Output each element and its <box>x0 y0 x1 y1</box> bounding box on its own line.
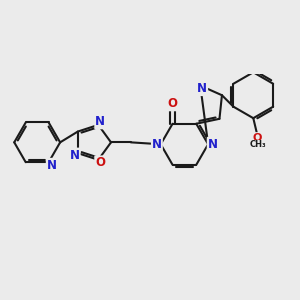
Text: N: N <box>95 115 105 128</box>
Text: N: N <box>197 82 207 95</box>
Text: N: N <box>70 148 80 162</box>
Text: N: N <box>152 138 162 151</box>
Text: N: N <box>47 159 57 172</box>
Text: N: N <box>208 138 218 151</box>
Text: O: O <box>168 97 178 110</box>
Text: O: O <box>95 156 105 170</box>
Text: CH₃: CH₃ <box>250 140 266 149</box>
Text: O: O <box>252 133 262 143</box>
